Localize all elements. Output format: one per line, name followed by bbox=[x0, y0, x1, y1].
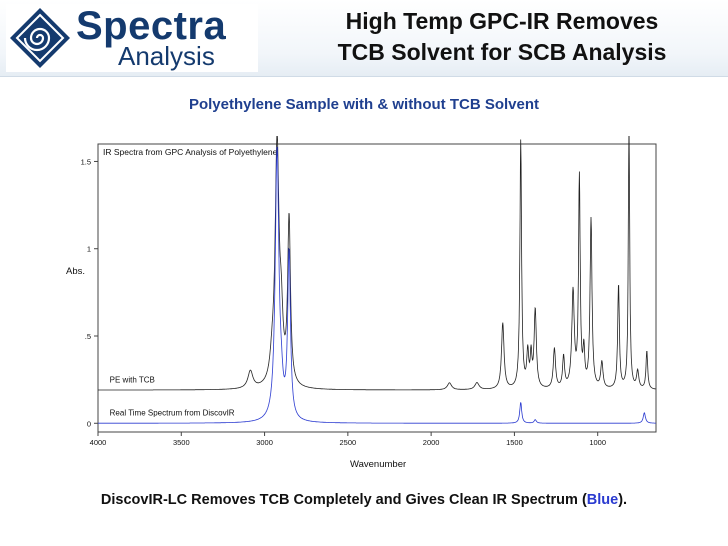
x-tick-label: 1500 bbox=[506, 438, 523, 447]
series-label-discovir: Real Time Spectrum from DiscovIR bbox=[110, 408, 235, 417]
caption-highlight-blue: Blue bbox=[586, 492, 619, 508]
axis-ticks: 4000 3500 3000 2500 2000 1500 1000 0 .5 1 1.5 bbox=[81, 157, 606, 447]
spiral-logo-icon bbox=[10, 8, 70, 68]
logo-word-analysis: Analysis bbox=[118, 41, 215, 71]
title-line-1: High Temp GPC-IR Removes bbox=[345, 8, 659, 34]
x-tick-label: 2000 bbox=[423, 438, 440, 447]
annotations-group: PE with TCB Real Time Spectrum from Disco… bbox=[110, 375, 235, 417]
ir-spectrum-chart: IR Spectra from GPC Analysis of Polyethy… bbox=[66, 136, 657, 470]
series-group bbox=[98, 136, 656, 424]
slide-title: High Temp GPC-IR Removes TCB Solvent for… bbox=[282, 6, 722, 68]
chart-title: IR Spectra from GPC Analysis of Polyethy… bbox=[103, 147, 278, 157]
y-tick-label: 1 bbox=[87, 245, 91, 254]
x-axis-label: Wavenumber bbox=[350, 459, 406, 470]
caption-end: ). bbox=[618, 492, 628, 508]
slide-header: Spectra Analysis High Temp GPC-IR Remove… bbox=[0, 0, 728, 77]
slide-caption: DiscovIR-LC Removes TCB Completely and G… bbox=[0, 492, 728, 508]
x-tick-label: 4000 bbox=[90, 438, 107, 447]
caption-text: DiscovIR-LC Removes TCB Completely and G… bbox=[100, 492, 587, 508]
x-tick-label: 3500 bbox=[173, 438, 190, 447]
spectra-analysis-logo: Spectra Analysis bbox=[6, 4, 258, 72]
series-line-discovir bbox=[98, 146, 656, 424]
series-label-pe-with-tcb: PE with TCB bbox=[110, 375, 155, 384]
x-tick-label: 1000 bbox=[589, 438, 606, 447]
x-tick-label: 2500 bbox=[340, 438, 357, 447]
y-tick-label: 1.5 bbox=[81, 157, 91, 166]
logo-word-spectra: Spectra bbox=[76, 4, 227, 48]
y-tick-label: 0 bbox=[87, 419, 91, 428]
y-tick-label: .5 bbox=[85, 332, 91, 341]
y-axis-label: Abs. bbox=[66, 266, 85, 277]
plot-frame bbox=[97, 143, 657, 433]
title-line-2: TCB Solvent for SCB Analysis bbox=[337, 39, 667, 65]
x-tick-label: 3000 bbox=[256, 438, 273, 447]
series-line-pe-with-tcb bbox=[98, 136, 656, 391]
slide-subtitle: Polyethylene Sample with & without TCB S… bbox=[188, 96, 540, 113]
